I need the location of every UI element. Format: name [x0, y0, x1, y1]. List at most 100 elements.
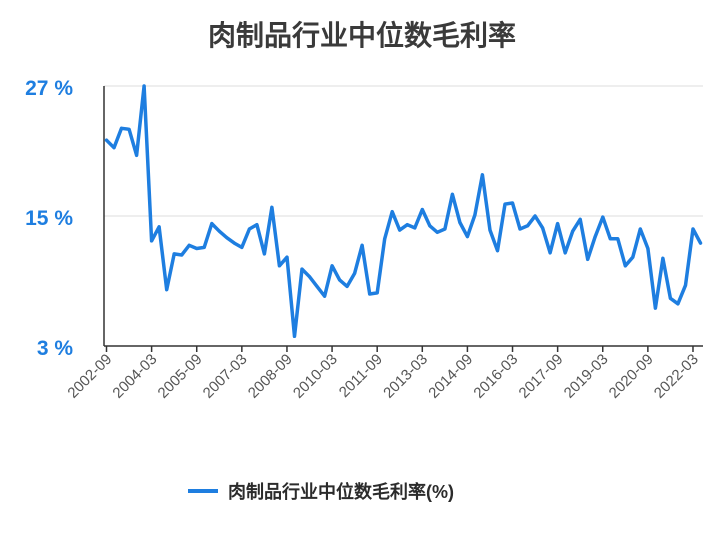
data-point: [548, 251, 552, 255]
data-point: [285, 255, 289, 259]
data-point: [608, 237, 612, 241]
data-point: [480, 173, 484, 177]
data-point: [127, 127, 131, 131]
data-point: [420, 208, 424, 211]
data-point: [390, 210, 394, 214]
data-point: [187, 243, 191, 247]
data-point: [450, 192, 454, 196]
data-point: [165, 288, 169, 292]
data-point: [623, 264, 627, 268]
data-point: [120, 126, 124, 130]
data-point: [571, 229, 575, 233]
gridlines: [104, 85, 703, 347]
data-point: [428, 224, 432, 228]
data-point: [180, 253, 184, 257]
data-point: [338, 278, 342, 282]
data-point: [172, 252, 176, 256]
data-point: [105, 138, 108, 142]
data-point: [262, 252, 266, 256]
data-point: [443, 227, 447, 231]
y-tick-label: 27 %: [25, 77, 73, 100]
data-point: [375, 291, 379, 295]
data-point: [661, 256, 665, 260]
legend-swatch: [188, 489, 218, 493]
data-point: [458, 221, 462, 224]
data-point: [699, 241, 702, 245]
data-point: [195, 247, 199, 250]
data-point: [330, 264, 334, 268]
data-point: [541, 226, 545, 230]
data-point: [691, 227, 695, 231]
data-point: [202, 245, 206, 249]
data-point: [646, 247, 650, 250]
data-point: [601, 215, 605, 219]
data-point: [435, 230, 439, 234]
data-point: [383, 237, 387, 241]
data-point: [232, 241, 236, 245]
x-tick-label: 2010-03: [290, 351, 341, 402]
data-point: [631, 255, 635, 259]
x-tick-label: 2008-09: [245, 351, 296, 402]
x-tick-label: 2019-03: [561, 351, 612, 402]
data-point: [277, 264, 281, 268]
data-point: [413, 226, 417, 230]
x-tick-label: 2004-03: [109, 351, 160, 402]
data-point: [360, 243, 364, 247]
data-point: [556, 222, 560, 226]
x-tick-label: 2013-03: [380, 351, 431, 402]
data-point: [503, 202, 507, 206]
data-point: [217, 229, 221, 233]
data-point: [578, 217, 582, 221]
x-tick-label: 2017-09: [516, 351, 567, 402]
data-point: [533, 214, 537, 218]
data-point: [292, 334, 296, 338]
y-tick-label: 3 %: [37, 337, 74, 360]
data-point: [593, 235, 597, 239]
data-point: [112, 146, 116, 150]
data-point: [653, 306, 657, 310]
data-point: [210, 222, 214, 226]
data-point: [668, 296, 672, 300]
data-point: [142, 84, 146, 88]
x-tick-label: 2005-09: [155, 351, 206, 402]
data-point: [368, 292, 372, 296]
legend[interactable]: 肉制品行业中位数毛利率(%): [188, 478, 454, 504]
data-point: [240, 245, 244, 249]
data-point: [473, 213, 477, 217]
data-point: [586, 257, 590, 261]
chart-title: 肉制品行业中位数毛利率: [207, 20, 516, 51]
series-line: [104, 84, 703, 339]
data-point: [488, 228, 492, 232]
data-point: [638, 227, 642, 231]
axes: [103, 86, 703, 352]
data-point: [526, 224, 530, 228]
data-point: [398, 228, 402, 232]
data-point: [563, 251, 567, 255]
data-point: [518, 227, 522, 231]
data-point: [157, 225, 161, 229]
data-point: [345, 284, 349, 288]
data-point: [683, 283, 687, 287]
data-point: [270, 205, 274, 209]
data-point: [300, 267, 304, 271]
data-point: [465, 235, 469, 239]
y-tick-label: 15 %: [25, 207, 73, 230]
data-point: [247, 227, 251, 231]
x-tick-label: 2022-03: [651, 351, 702, 402]
data-point: [255, 223, 259, 227]
series-layer: [104, 84, 703, 339]
x-tick-label: 2011-09: [336, 351, 386, 401]
data-point: [676, 302, 680, 306]
data-point: [323, 294, 327, 298]
data-point: [315, 284, 319, 288]
data-point: [135, 153, 139, 157]
y-tick-labels: 27 % 15 % 3 %: [25, 77, 73, 360]
data-point: [225, 236, 229, 240]
data-point: [405, 223, 409, 227]
x-tick-label: 2014-09: [425, 351, 476, 402]
x-tick-label: 2007-03: [200, 351, 251, 402]
data-point: [150, 239, 154, 243]
x-tick-label: 2016-03: [470, 351, 521, 402]
data-point: [511, 201, 515, 205]
